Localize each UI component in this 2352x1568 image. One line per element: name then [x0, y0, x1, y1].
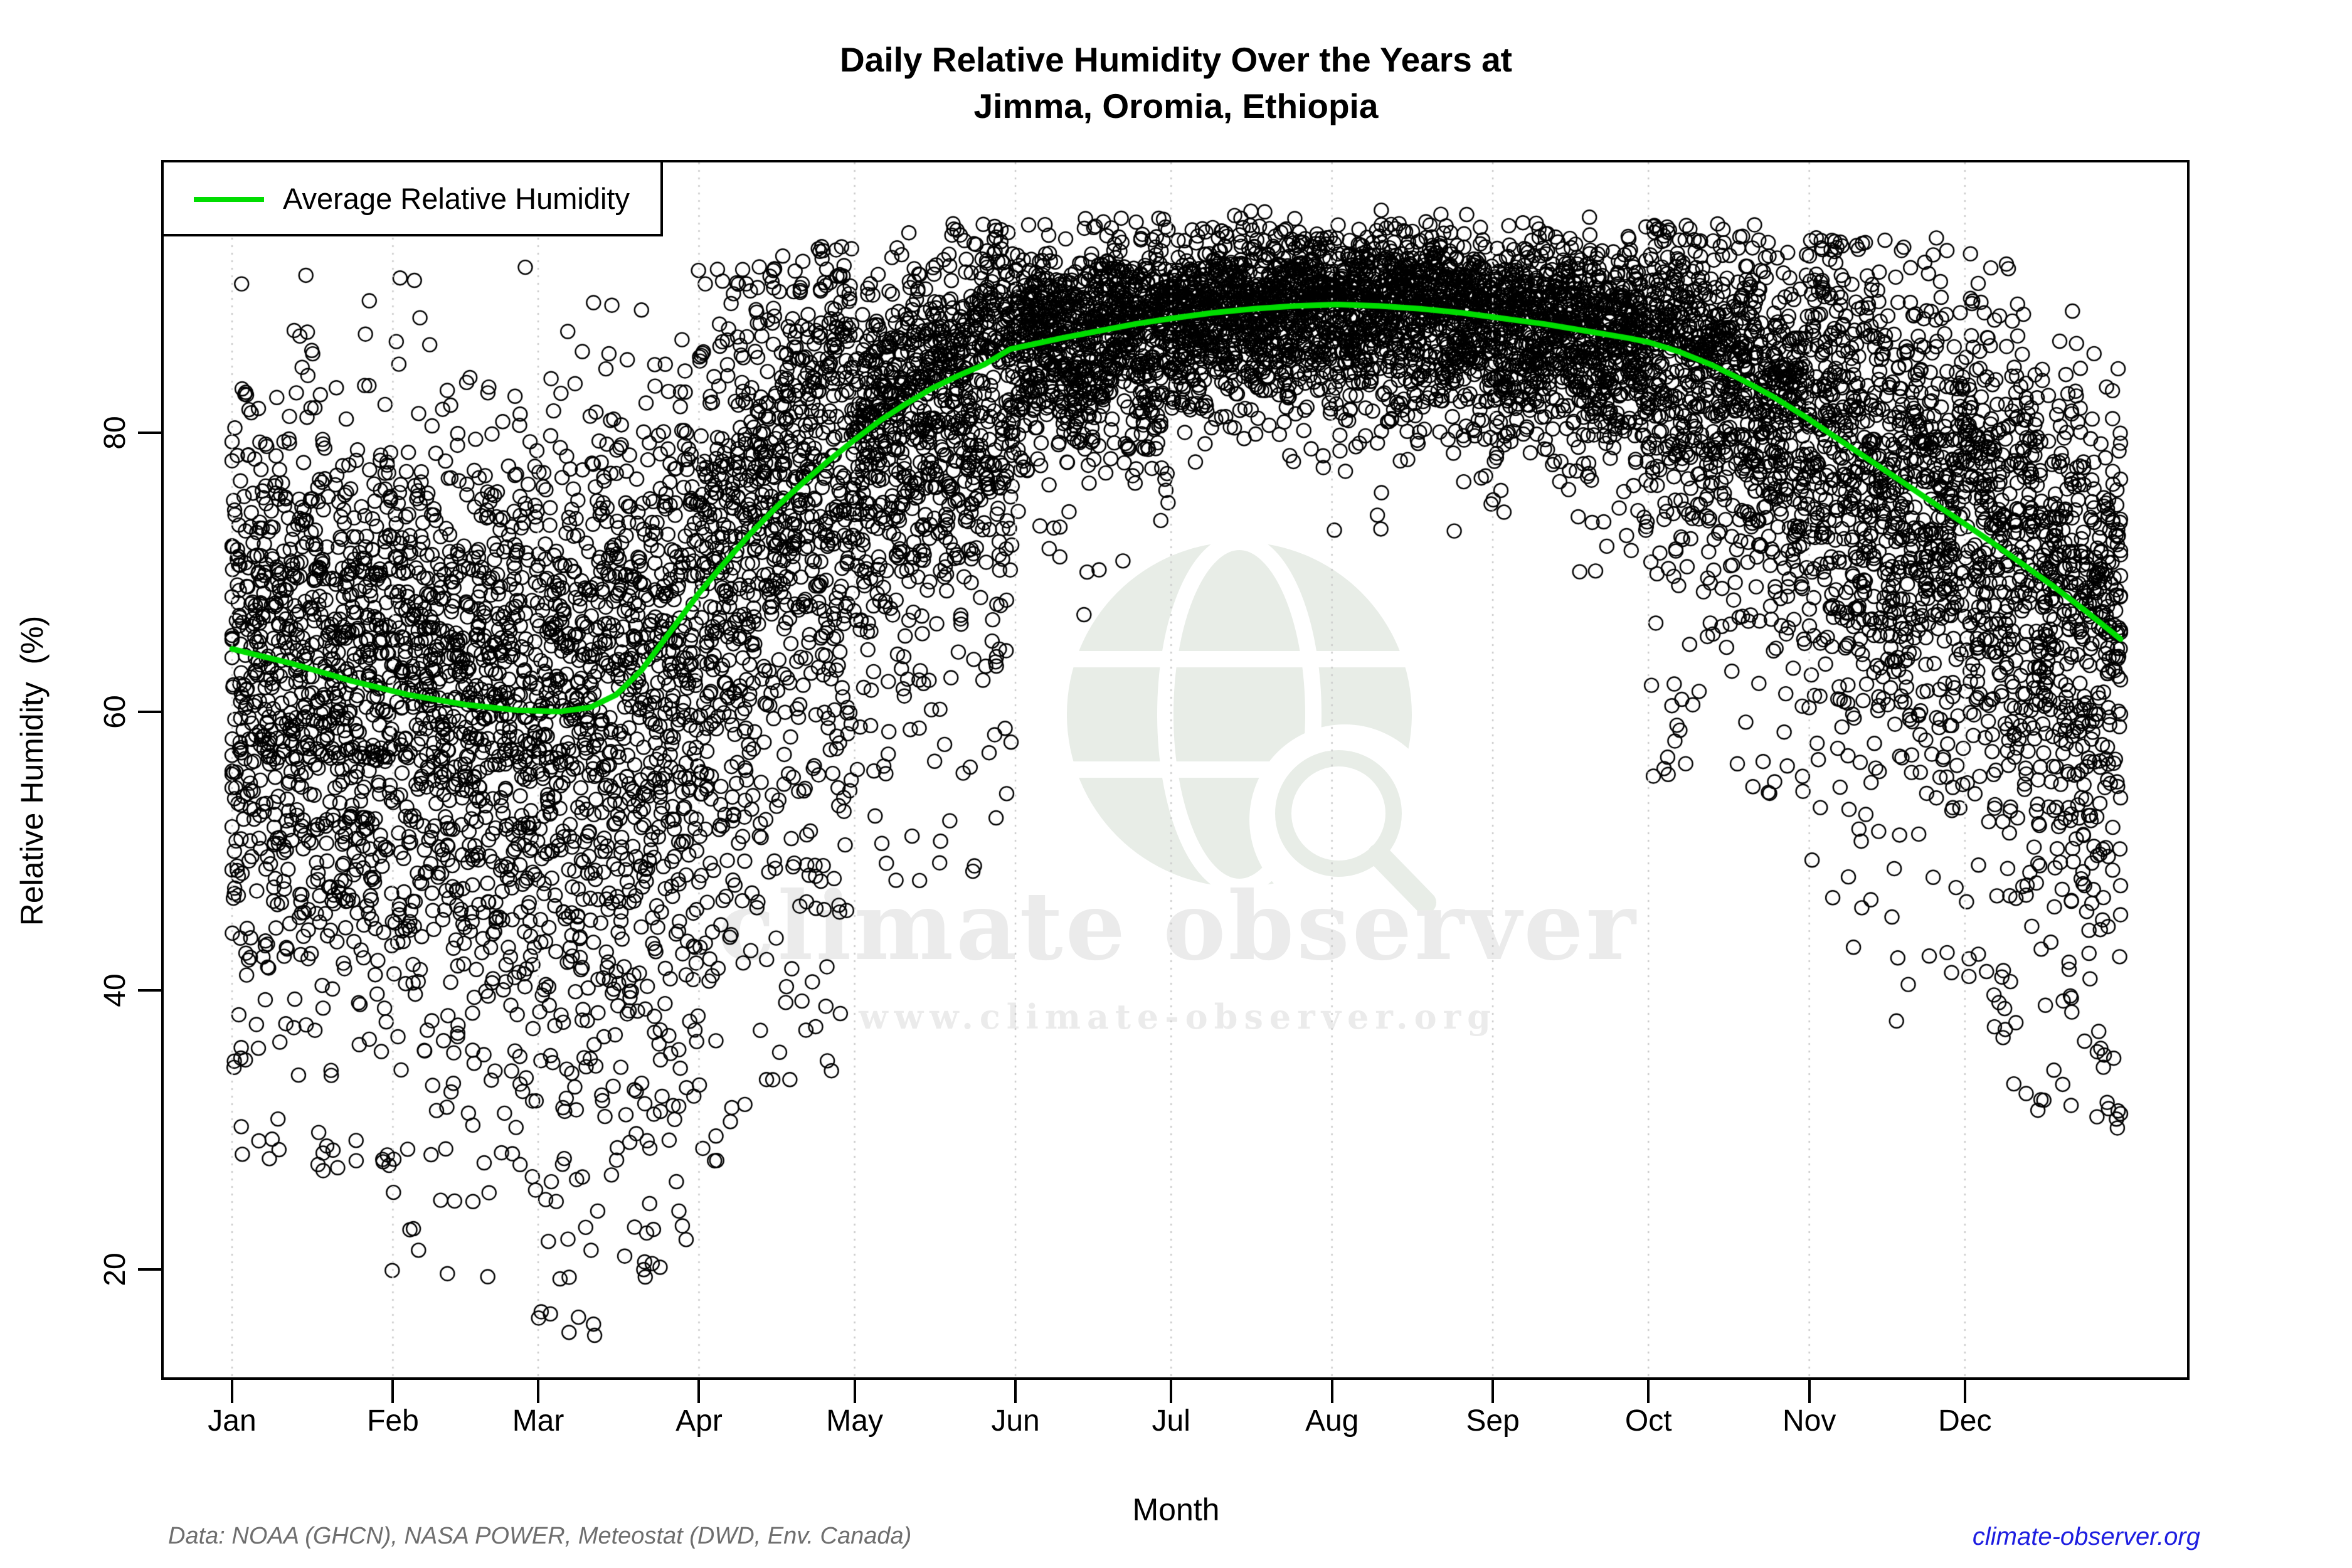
x-tick-mark — [1647, 1380, 1650, 1403]
x-tick-label: Aug — [1305, 1404, 1359, 1438]
y-tick-mark — [138, 432, 161, 434]
website-link[interactable]: climate-observer.org — [1972, 1523, 2200, 1550]
x-tick-mark — [1170, 1380, 1173, 1403]
x-tick-mark — [391, 1380, 395, 1403]
chart-title: Daily Relative Humidity Over the Years a… — [0, 36, 2352, 129]
y-tick-mark — [138, 989, 161, 992]
legend-label: Average Relative Humidity — [283, 181, 630, 215]
y-tick-mark — [138, 1268, 161, 1271]
plot-area: climate observer www.climate-observer.or… — [161, 160, 2190, 1380]
x-tick-mark — [1330, 1380, 1333, 1403]
data-source-note: Data: NOAA (GHCN), NASA POWER, Meteostat… — [168, 1523, 912, 1549]
x-tick-label: Feb — [367, 1404, 419, 1438]
y-tick-label: 40 — [98, 973, 132, 1007]
x-tick-mark — [1963, 1380, 1966, 1403]
x-tick-mark — [853, 1380, 856, 1403]
x-tick-label: Dec — [1938, 1404, 1992, 1438]
x-tick-label: Nov — [1782, 1404, 1836, 1438]
y-tick-label: 60 — [98, 694, 132, 729]
legend-box: Average Relative Humidity — [161, 160, 663, 236]
chart-title-line2: Jimma, Oromia, Ethiopia — [973, 87, 1379, 125]
y-tick-mark — [138, 710, 161, 713]
x-tick-label: Oct — [1624, 1404, 1672, 1438]
x-tick-mark — [1808, 1380, 1811, 1403]
legend-line-swatch — [194, 197, 264, 202]
y-axis-title: Relative Humidity (%) — [14, 615, 50, 926]
x-tick-mark — [231, 1380, 233, 1403]
x-tick-mark — [1014, 1380, 1017, 1403]
x-axis-title: Month — [1132, 1492, 1220, 1527]
y-tick-label: 80 — [98, 416, 132, 450]
x-tick-label: Apr — [675, 1404, 723, 1438]
y-tick-label: 20 — [98, 1253, 132, 1286]
x-tick-mark — [537, 1380, 540, 1403]
x-tick-label: Mar — [512, 1404, 564, 1438]
x-tick-label: Jan — [208, 1404, 257, 1438]
x-tick-label: Jun — [991, 1404, 1040, 1438]
x-tick-mark — [697, 1380, 701, 1403]
x-tick-mark — [1491, 1380, 1495, 1403]
scatter-plot-canvas — [164, 162, 2187, 1377]
x-tick-label: May — [826, 1404, 883, 1438]
x-tick-label: Sep — [1466, 1404, 1520, 1438]
chart-title-line1: Daily Relative Humidity Over the Years a… — [840, 40, 1512, 79]
x-tick-label: Jul — [1152, 1404, 1190, 1438]
